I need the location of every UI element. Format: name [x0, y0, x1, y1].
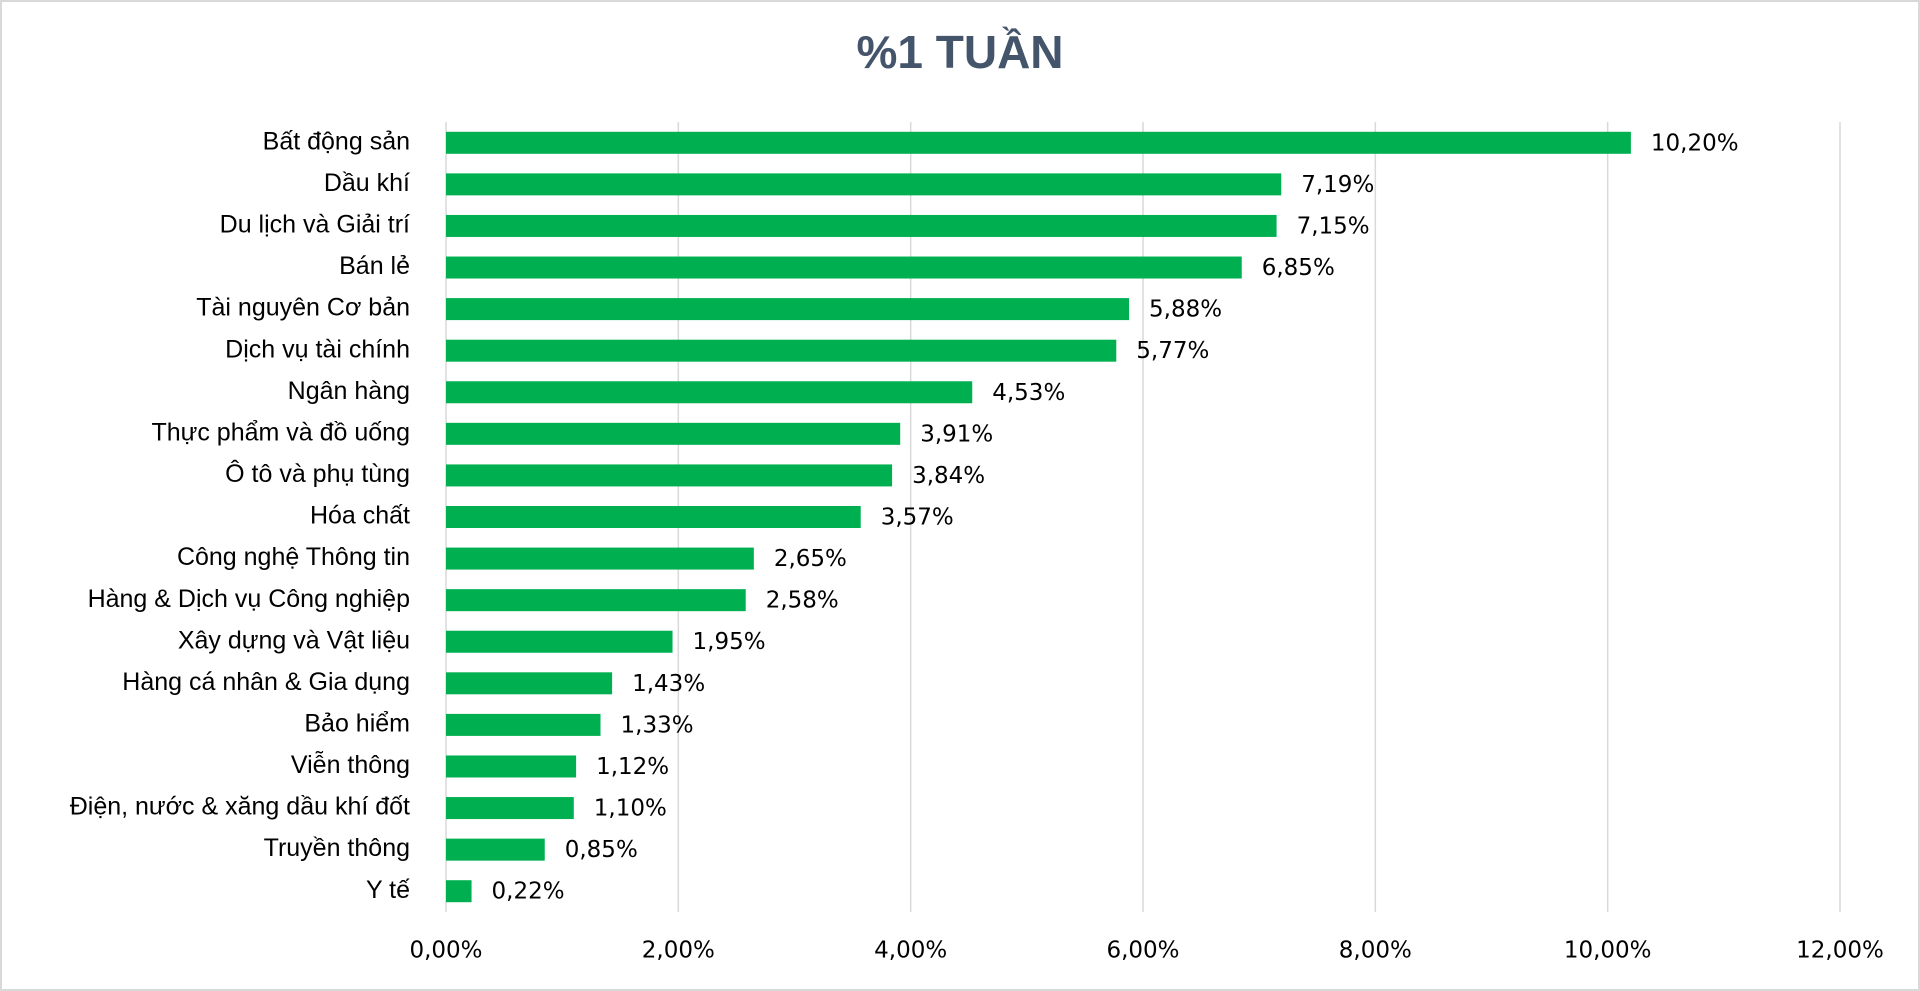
- y-tick-label: Bất động sản: [263, 127, 410, 155]
- y-tick-label: Ngân hàng: [288, 377, 410, 405]
- value-label: 1,33%: [621, 712, 694, 738]
- y-tick-label: Viễn thông: [291, 750, 410, 779]
- bar: [446, 298, 1130, 321]
- y-tick-label: Thực phẩm và đồ uống: [151, 418, 410, 446]
- y-tick-label: Công nghệ Thông tin: [177, 543, 410, 571]
- x-tick-label: 4,00%: [874, 938, 947, 964]
- y-tick-label: Tài nguyên Cơ bản: [196, 294, 410, 322]
- bar: [446, 173, 1282, 196]
- bar: [446, 713, 601, 736]
- value-label: 1,95%: [693, 629, 766, 655]
- value-label: 6,85%: [1262, 255, 1335, 281]
- bar: [446, 464, 893, 487]
- bar: [446, 506, 861, 528]
- bar: [446, 339, 1117, 362]
- bar: [446, 672, 613, 695]
- y-tick-label: Hàng & Dịch vụ Công nghiệp: [88, 585, 410, 613]
- value-label: 2,58%: [766, 588, 839, 614]
- value-label: 1,10%: [594, 796, 667, 822]
- bar: [446, 755, 577, 778]
- value-label: 1,43%: [632, 671, 705, 697]
- value-label: 3,84%: [912, 463, 985, 489]
- x-tick-label: 12,00%: [1796, 938, 1884, 964]
- y-tick-label: Ô tô và phụ tùng: [225, 459, 410, 488]
- y-tick-label: Du lịch và Giải trí: [220, 211, 410, 239]
- bar: [446, 838, 545, 861]
- value-label: 0,85%: [565, 837, 638, 863]
- value-label: 7,15%: [1297, 213, 1370, 239]
- bar: [446, 547, 754, 570]
- y-tick-label: Hóa chất: [310, 502, 410, 530]
- chart-title: %1 TUẦN: [856, 26, 1063, 78]
- bar: [446, 214, 1277, 237]
- bar: [446, 797, 574, 820]
- value-label: 5,88%: [1149, 297, 1222, 323]
- bar: [446, 422, 901, 445]
- y-tick-label: Hàng cá nhân & Gia dụng: [122, 668, 410, 696]
- y-tick-label: Bán lẻ: [339, 252, 410, 280]
- value-label: 0,22%: [492, 879, 565, 905]
- value-label: 10,20%: [1651, 130, 1739, 156]
- bar: [446, 630, 673, 653]
- y-tick-label: Dịch vụ tài chính: [225, 335, 410, 363]
- y-tick-label: Y tế: [366, 876, 410, 904]
- x-tick-label: 2,00%: [642, 938, 715, 964]
- bar: [446, 256, 1242, 279]
- value-label: 1,12%: [596, 754, 669, 780]
- value-label: 2,65%: [774, 546, 847, 572]
- value-label: 3,57%: [881, 505, 954, 531]
- x-tick-label: 10,00%: [1564, 938, 1652, 964]
- x-tick-label: 0,00%: [409, 938, 482, 964]
- y-tick-label: Dầu khí: [324, 169, 410, 197]
- value-label: 4,53%: [992, 380, 1065, 406]
- bar: [446, 131, 1631, 154]
- x-tick-label: 8,00%: [1339, 938, 1412, 964]
- bar: [446, 381, 973, 404]
- y-tick-label: Điện, nước & xăng dầu khí đốt: [70, 793, 410, 821]
- x-tick-label: 6,00%: [1106, 938, 1179, 964]
- bar: [446, 589, 746, 612]
- value-label: 7,19%: [1301, 172, 1374, 198]
- y-tick-label: Truyền thông: [264, 834, 410, 862]
- bar: [446, 880, 472, 903]
- y-tick-label: Bảo hiểm: [304, 710, 410, 738]
- value-label: 5,77%: [1136, 338, 1209, 364]
- value-label: 3,91%: [920, 421, 993, 447]
- y-tick-label: Xây dựng và Vật liệu: [178, 626, 410, 654]
